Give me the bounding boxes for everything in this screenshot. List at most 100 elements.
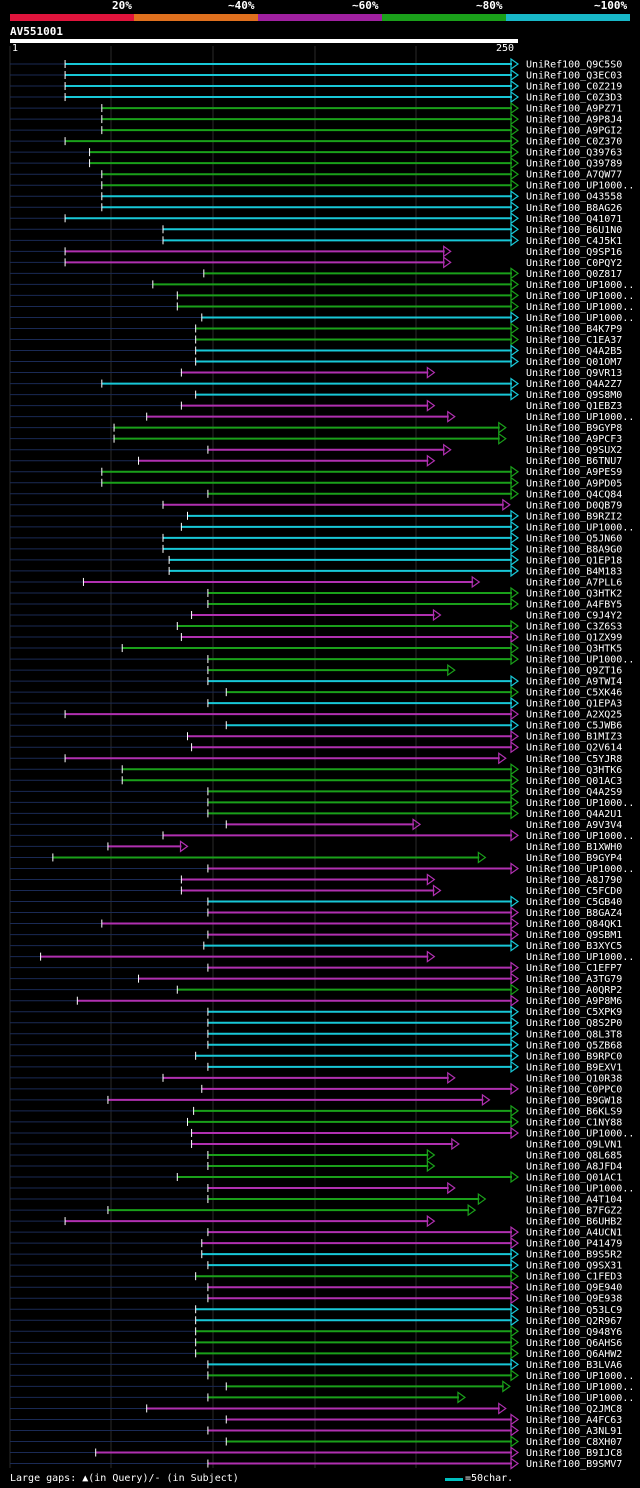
- hit-label[interactable]: UniRef100_Q41071: [526, 214, 622, 225]
- hit-label[interactable]: UniRef100_A9V3V4: [526, 820, 622, 831]
- hit-label[interactable]: UniRef100_A2XQ25: [526, 710, 622, 721]
- hit-label[interactable]: UniRef100_Q8L685: [526, 1150, 622, 1161]
- hit-label[interactable]: UniRef100_Q2V614: [526, 743, 622, 754]
- hit-label[interactable]: UniRef100_A9TWI4: [526, 677, 622, 688]
- hit-label[interactable]: UniRef100_UP1000..: [526, 1382, 634, 1393]
- hit-label[interactable]: UniRef100_Q1ZX99: [526, 633, 622, 644]
- hit-label[interactable]: UniRef100_Q1EBZ3: [526, 401, 622, 412]
- hit-label[interactable]: UniRef100_Q9S8M0: [526, 390, 622, 401]
- hit-label[interactable]: UniRef100_C5XPK9: [526, 1007, 622, 1018]
- hit-label[interactable]: UniRef100_UP1000..: [526, 1128, 634, 1139]
- hit-label[interactable]: UniRef100_A7QW77: [526, 170, 622, 181]
- hit-label[interactable]: UniRef100_B9RZI2: [526, 511, 622, 522]
- hit-label[interactable]: UniRef100_C9J4Y2: [526, 611, 622, 622]
- hit-label[interactable]: UniRef100_C5JWB6: [526, 721, 622, 732]
- hit-label[interactable]: UniRef100_B4M183: [526, 566, 622, 577]
- hit-label[interactable]: UniRef100_A8J790: [526, 875, 622, 886]
- hit-label[interactable]: UniRef100_B9EXV1: [526, 1062, 622, 1073]
- hit-label[interactable]: UniRef100_B8AG26: [526, 203, 622, 214]
- hit-label[interactable]: UniRef100_B6UHB2: [526, 1217, 622, 1228]
- hit-label[interactable]: UniRef100_Q4A2Z7: [526, 379, 622, 390]
- hit-label[interactable]: UniRef100_A4UCN1: [526, 1228, 622, 1239]
- hit-label[interactable]: UniRef100_B9RPC0: [526, 1051, 622, 1062]
- hit-label[interactable]: UniRef100_A7PLL6: [526, 577, 622, 588]
- hit-label[interactable]: UniRef100_Q8S2P0: [526, 1018, 622, 1029]
- hit-label[interactable]: UniRef100_Q4CQ84: [526, 489, 622, 500]
- hit-label[interactable]: UniRef100_Q9SP16: [526, 247, 622, 258]
- hit-label[interactable]: UniRef100_UP1000..: [526, 655, 634, 666]
- hit-label[interactable]: UniRef100_UP1000..: [526, 864, 634, 875]
- hit-label[interactable]: UniRef100_UP1000..: [526, 1371, 634, 1382]
- hit-label[interactable]: UniRef100_Q948Y6: [526, 1327, 622, 1338]
- hit-label[interactable]: UniRef100_A4T104: [526, 1195, 622, 1206]
- hit-label[interactable]: UniRef100_Q6AHS6: [526, 1338, 622, 1349]
- hit-label[interactable]: UniRef100_B6U1N0: [526, 225, 622, 236]
- hit-label[interactable]: UniRef100_P41479: [526, 1239, 622, 1250]
- hit-label[interactable]: UniRef100_Q5ZB68: [526, 1040, 622, 1051]
- hit-label[interactable]: UniRef100_Q2R967: [526, 1316, 622, 1327]
- hit-label[interactable]: UniRef100_Q2JMC8: [526, 1404, 622, 1415]
- hit-label[interactable]: UniRef100_A3TG79: [526, 974, 622, 985]
- hit-label[interactable]: UniRef100_Q01OM7: [526, 357, 622, 368]
- hit-label[interactable]: UniRef100_B9IJC8: [526, 1448, 622, 1459]
- hit-label[interactable]: UniRef100_B1MIZ3: [526, 732, 622, 743]
- hit-label[interactable]: UniRef100_C5XK46: [526, 688, 622, 699]
- hit-label[interactable]: UniRef100_Q01AC1: [526, 1173, 622, 1184]
- hit-label[interactable]: UniRef100_UP1000..: [526, 291, 634, 302]
- hit-label[interactable]: UniRef100_B4K7P9: [526, 324, 622, 335]
- hit-label[interactable]: UniRef100_C0Z3D3: [526, 93, 622, 104]
- hit-label[interactable]: UniRef100_UP1000..: [526, 412, 634, 423]
- hit-label[interactable]: UniRef100_B9SMV7: [526, 1459, 622, 1470]
- hit-label[interactable]: UniRef100_Q4A2B5: [526, 346, 622, 357]
- hit-label[interactable]: UniRef100_Q39763: [526, 148, 622, 159]
- hit-label[interactable]: UniRef100_UP1000..: [526, 831, 634, 842]
- hit-label[interactable]: UniRef100_A9P8J4: [526, 115, 622, 126]
- hit-label[interactable]: UniRef100_Q9SX31: [526, 1261, 622, 1272]
- hit-label[interactable]: UniRef100_C3Z6S3: [526, 622, 622, 633]
- hit-label[interactable]: UniRef100_B8A9G0: [526, 544, 622, 555]
- hit-label[interactable]: UniRef100_C0Z370: [526, 137, 622, 148]
- hit-label[interactable]: UniRef100_Q8L3T8: [526, 1029, 622, 1040]
- hit-label[interactable]: UniRef100_Q9E940: [526, 1283, 622, 1294]
- hit-label[interactable]: UniRef100_Q9VR13: [526, 368, 622, 379]
- hit-label[interactable]: UniRef100_B9GYP4: [526, 853, 622, 864]
- hit-label[interactable]: UniRef100_A9PGI2: [526, 126, 622, 137]
- hit-label[interactable]: UniRef100_UP1000..: [526, 952, 634, 963]
- hit-label[interactable]: UniRef100_Q9ZT16: [526, 666, 622, 677]
- hit-label[interactable]: UniRef100_C1EA37: [526, 335, 622, 346]
- hit-label[interactable]: UniRef100_Q6AHW2: [526, 1349, 622, 1360]
- hit-label[interactable]: UniRef100_UP1000..: [526, 798, 634, 809]
- hit-label[interactable]: UniRef100_B3XYC5: [526, 941, 622, 952]
- hit-label[interactable]: UniRef100_Q5JN60: [526, 533, 622, 544]
- hit-label[interactable]: UniRef100_C0PQY2: [526, 258, 622, 269]
- hit-label[interactable]: UniRef100_UP1000..: [526, 181, 634, 192]
- hit-label[interactable]: UniRef100_B7FGZ2: [526, 1206, 622, 1217]
- hit-label[interactable]: UniRef100_D0QB79: [526, 500, 622, 511]
- hit-label[interactable]: UniRef100_Q1EP18: [526, 555, 622, 566]
- hit-label[interactable]: UniRef100_B1XWH0: [526, 842, 622, 853]
- hit-label[interactable]: UniRef100_Q1EPA3: [526, 699, 622, 710]
- hit-label[interactable]: UniRef100_UP1000..: [526, 522, 634, 533]
- hit-label[interactable]: UniRef100_B3LVA6: [526, 1360, 622, 1371]
- hit-label[interactable]: UniRef100_Q84QK1: [526, 919, 622, 930]
- hit-label[interactable]: UniRef100_Q3HTK6: [526, 765, 622, 776]
- hit-label[interactable]: UniRef100_Q4A2S9: [526, 787, 622, 798]
- hit-label[interactable]: UniRef100_C0Z219: [526, 82, 622, 93]
- hit-label[interactable]: UniRef100_Q9C5S0: [526, 60, 622, 71]
- hit-label[interactable]: UniRef100_C8XH07: [526, 1437, 622, 1448]
- hit-label[interactable]: UniRef100_A9PD05: [526, 478, 622, 489]
- hit-label[interactable]: UniRef100_B6TNU7: [526, 456, 622, 467]
- hit-label[interactable]: UniRef100_UP1000..: [526, 1393, 634, 1404]
- hit-label[interactable]: UniRef100_UP1000..: [526, 1184, 634, 1195]
- hit-label[interactable]: UniRef100_UP1000..: [526, 313, 634, 324]
- hit-label[interactable]: UniRef100_O43558: [526, 192, 622, 203]
- hit-label[interactable]: UniRef100_B6KLS9: [526, 1106, 622, 1117]
- hit-label[interactable]: UniRef100_C1FED3: [526, 1272, 622, 1283]
- hit-label[interactable]: UniRef100_C5YJR8: [526, 754, 622, 765]
- hit-label[interactable]: UniRef100_A9PZ71: [526, 104, 622, 115]
- hit-label[interactable]: UniRef100_Q53LC9: [526, 1305, 622, 1316]
- hit-label[interactable]: UniRef100_UP1000..: [526, 302, 634, 313]
- hit-label[interactable]: UniRef100_A3NL91: [526, 1426, 622, 1437]
- hit-label[interactable]: UniRef100_Q10R38: [526, 1073, 622, 1084]
- hit-label[interactable]: UniRef100_B9S5R2: [526, 1250, 622, 1261]
